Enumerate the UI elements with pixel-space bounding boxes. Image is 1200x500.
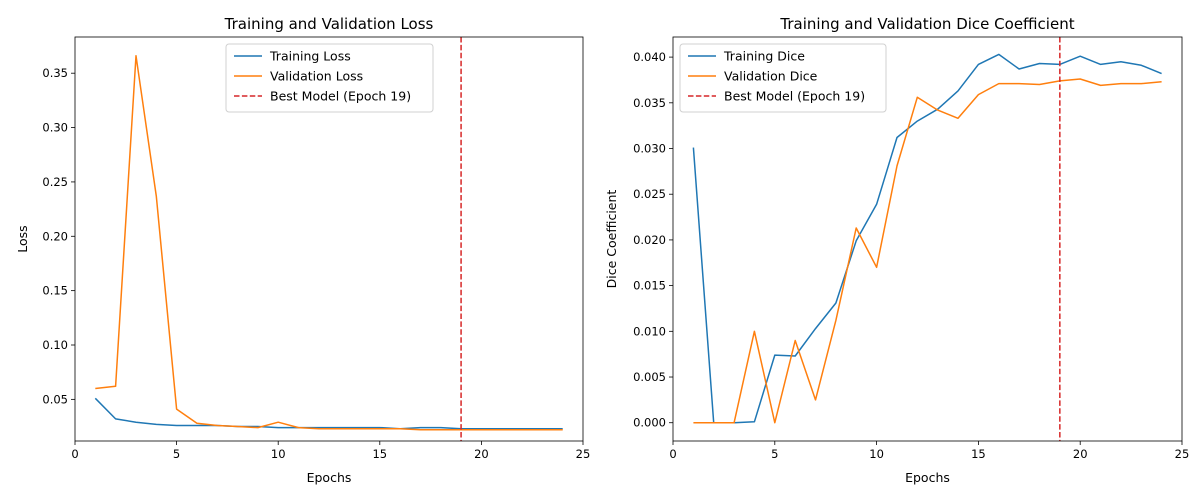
legend-label-3: Best Model (Epoch 19): [270, 89, 411, 104]
y-tick-label: 0.25: [42, 175, 68, 189]
y-axis-label: Dice Coefficient: [604, 190, 619, 289]
y-tick-label: 0.035: [633, 96, 666, 110]
y-tick-label: 0.05: [42, 392, 68, 406]
x-tick-label: 10: [869, 447, 884, 461]
y-tick-label: 0.025: [633, 187, 666, 201]
y-tick-label: 0.000: [633, 416, 666, 430]
series-line-2: [693, 78, 1162, 424]
legend: Training Dice Validation Dice Best Model (…: [679, 43, 887, 113]
y-tick-label: 0.20: [42, 229, 68, 243]
legend-label-3: Best Model (Epoch 19): [724, 89, 865, 104]
y-tick-label: 0.010: [633, 324, 666, 338]
legend: Training Loss Validation Loss Best Model (…: [225, 43, 434, 113]
series-line-1: [94, 397, 563, 430]
legend-box: [225, 43, 434, 113]
y-tick-label: 0.15: [42, 284, 68, 298]
legend-label-1: Training Dice: [723, 49, 805, 64]
x-tick-label: 0: [669, 447, 676, 461]
y-tick-label: 0.005: [633, 370, 666, 384]
x-tick-label: 15: [372, 447, 387, 461]
axes-frame: [672, 36, 1183, 442]
chart-1: Training and Validation Loss 0 5 10 15 20 25 0.…: [15, 15, 590, 485]
y-tick-label: 0.040: [633, 50, 666, 64]
x-tick-label: 0: [71, 447, 78, 461]
x-axis-label: Epochs: [905, 470, 950, 485]
series-line-1: [692, 53, 1162, 424]
legend-label-1: Training Loss: [269, 49, 351, 64]
series-line-2: [95, 55, 563, 431]
legend-box: [679, 43, 887, 113]
y-tick-label: 0.020: [633, 233, 666, 247]
chart-title: Training and Validation Dice Coefficient: [779, 15, 1074, 33]
x-tick-label: 5: [173, 447, 180, 461]
y-tick-label: 0.35: [42, 66, 68, 80]
x-tick-label: 15: [971, 447, 986, 461]
legend-label-2: Validation Dice: [724, 69, 818, 84]
x-tick-label: 25: [1175, 447, 1190, 461]
x-tick-label: 25: [576, 447, 591, 461]
y-tick-label: 0.30: [42, 121, 68, 135]
legend-label-2: Validation Loss: [270, 69, 363, 84]
x-tick-label: 20: [474, 447, 489, 461]
chart-title: Training and Validation Loss: [224, 15, 434, 33]
y-tick-label: 0.030: [633, 142, 666, 156]
x-tick-label: 20: [1073, 447, 1088, 461]
axes-frame: [74, 36, 584, 442]
y-axis-label: Loss: [15, 225, 30, 252]
y-tick-label: 0.015: [633, 279, 666, 293]
y-tick-label: 0.10: [42, 338, 68, 352]
chart-2: Training and Validation Dice Coefficient…: [604, 15, 1189, 485]
x-tick-label: 10: [271, 447, 286, 461]
x-tick-label: 5: [771, 447, 778, 461]
x-axis-label: Epochs: [307, 470, 352, 485]
